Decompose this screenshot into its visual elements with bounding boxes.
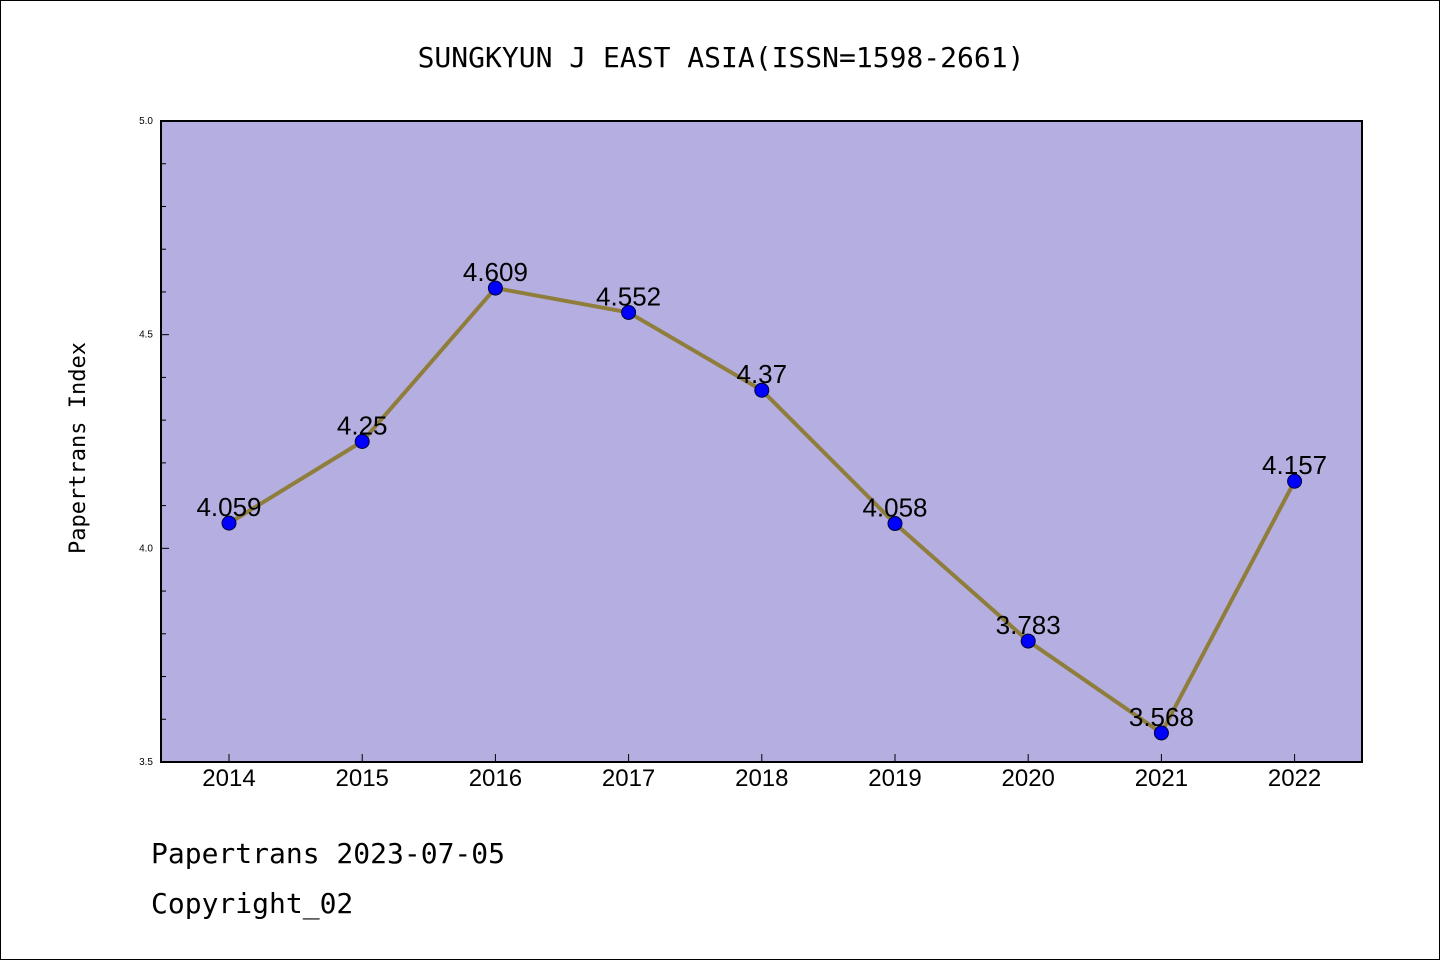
x-axis-ticks: 2014 2015 2016 2017 2018 2019 2020 2021 2022 [202,754,1321,792]
footer-copyright: Copyright_02 [151,887,354,920]
data-point [754,382,770,398]
x-tick-label: 2019 [868,765,921,792]
data-points [221,280,1303,741]
x-tick-label: 2021 [1135,765,1188,792]
data-point [1020,633,1036,649]
x-tick-label: 2018 [735,765,788,792]
y-axis-title: Papertrans Index [66,342,91,554]
data-label: 4.609 [463,257,528,287]
data-point [487,280,503,296]
x-tick-label: 2022 [1268,765,1321,792]
data-label: 4.552 [596,281,661,311]
data-point [354,434,370,449]
data-label: 3.783 [996,610,1061,640]
chart-title: SUNGKYUN J EAST ASIA(ISSN=1598-2661) [418,41,1025,74]
x-tick-label: 2020 [1002,765,1055,792]
x-tick-label: 2014 [202,765,255,792]
x-tick-label: 2016 [469,765,522,792]
data-label: 4.157 [1262,450,1327,480]
x-tick-label: 2015 [336,765,389,792]
data-label: 4.37 [736,359,787,389]
data-point [221,515,237,531]
footer-date: Papertrans 2023-07-05 [151,837,506,870]
data-label: 4.25 [337,411,388,441]
data-point [1287,473,1303,489]
data-label: 4.058 [862,493,927,523]
data-label: 4.059 [196,492,261,522]
data-label: 3.568 [1129,702,1194,732]
plot-border [160,120,1363,763]
data-point [621,304,637,320]
data-point [1153,725,1169,741]
x-tick-label: 2017 [602,765,655,792]
y-tick-label: 3.5 [139,757,153,768]
y-tick-label: 5.0 [139,116,153,127]
y-tick-label: 4.0 [139,543,153,554]
y-tick-label: 4.5 [139,330,153,341]
data-point [887,516,903,532]
plot-area [161,121,1362,762]
data-labels: 4.059 4.25 4.609 4.552 4.37 4.058 3.783 3.568 4.… [196,257,1327,732]
